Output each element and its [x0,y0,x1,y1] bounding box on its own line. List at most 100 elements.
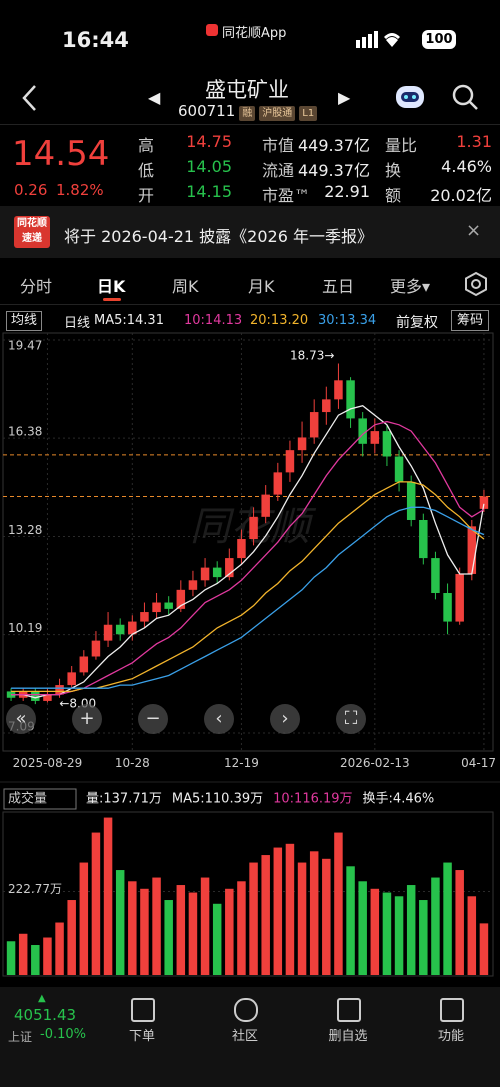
volume-bar [370,888,380,975]
prev-stock[interactable]: ◀ [148,88,161,107]
ma-value: 20:13.20 [250,313,309,328]
candle-body [346,380,355,419]
nav-icon[interactable] [337,998,361,1022]
volume-header: MA5:110.39万 [172,792,263,807]
candle-body [455,573,464,622]
volume-bar [55,922,64,975]
stat-label: 流通 [262,161,295,180]
candle-body [261,494,270,517]
stat-label: 开 [138,186,155,205]
chips-button[interactable]: 筹码 [451,310,490,331]
nav-icon[interactable] [234,998,258,1022]
status-app: 同花顺App [222,26,287,41]
candle-body [67,672,76,686]
candle-body [334,380,343,400]
chart-control[interactable]: « [6,704,36,734]
stat-value: 20.02亿 [430,186,492,205]
status-icons [356,31,400,48]
ma-period[interactable]: 日线 [64,316,91,331]
candle-body [225,558,234,578]
ma-value: 30:13.34 [318,313,377,328]
candle-body [200,567,210,581]
chart-control[interactable]: + [72,704,102,734]
chart-control[interactable]: ⛶ [336,704,366,734]
volume-bar [18,933,28,975]
banner[interactable] [0,206,500,258]
tab[interactable]: 周K [172,277,199,296]
x-tick-label: 04-17 [461,756,496,770]
search-icon[interactable] [450,82,480,112]
chart-control[interactable]: − [138,704,168,734]
volume-frame [2,811,494,977]
ma-toggle[interactable]: 均线 [6,311,43,331]
stat-value: 1.31 [456,132,492,151]
nav-icon[interactable] [131,998,155,1022]
y-tick-label: 16.38 [8,425,42,439]
tab[interactable]: 五日 [322,277,355,296]
x-tick-label: 2025-08-29 [13,756,83,770]
volume-bar [394,896,404,975]
logo-text: 速递 [22,233,42,244]
tab[interactable]: 更多▾ [390,277,431,296]
candle-body [176,589,186,609]
candle-body [406,481,416,520]
tab[interactable]: 日K [97,277,126,296]
ma-value: 10:14.13 [184,313,243,328]
candle-body [212,567,222,578]
status-time: 16:44 [62,28,129,52]
volume-header: 成交量 [8,791,47,807]
candle-body [382,431,392,457]
candle-body [140,612,149,622]
price: 14.54 [12,134,110,174]
tab[interactable]: 分时 [20,277,53,296]
nav-label[interactable]: 社区 [231,1029,258,1044]
volume-header-box [3,788,77,810]
candle-body [91,640,101,657]
tag: 沪股通 [259,106,296,121]
candle-body [358,418,367,444]
nav-label[interactable]: 下单 [128,1029,155,1044]
nav-label[interactable]: 功能 [437,1029,464,1044]
index-pct: -0.10% [40,1027,86,1042]
tag: 融 [239,106,256,121]
divider [0,304,500,305]
nav-icon[interactable] [440,998,464,1022]
chart-control[interactable]: › [270,704,300,734]
tab[interactable]: 月K [248,277,275,296]
stat-value: 14.75 [186,132,232,151]
candle-body [31,691,40,701]
divider [0,124,500,125]
robot-icon[interactable] [392,80,428,114]
volume-header: 10:116.19万 [273,792,352,807]
next-stock[interactable]: ▶ [338,88,351,107]
stat-value: 4.46% [441,157,492,176]
change-pct: 1.82% [56,181,104,199]
nav-label[interactable]: 删自选 [328,1029,368,1044]
y-tick-label: 19.47 [8,339,42,353]
volume-bar [346,866,355,975]
volume-bar [164,900,173,975]
ma-line [11,404,485,699]
candle-body [370,431,380,444]
stock-code: 600711 融沪股通 L1 [178,102,318,121]
adjust-mode[interactable]: 前复权 [396,315,438,331]
candle-body [79,656,89,673]
settings-icon[interactable] [462,270,490,298]
battery: 100 [422,30,456,49]
candle-body [309,412,319,438]
volume-bar [273,847,283,975]
candle-body [322,399,331,413]
back-button[interactable] [18,83,42,113]
volume-bar [140,888,149,975]
banner-close[interactable]: × [466,220,482,241]
candle-body [188,580,198,590]
ma-value: MA5:14.31 [94,313,164,328]
volume-bar [382,892,392,975]
candle-body [115,624,125,635]
volume-bar [249,862,258,975]
volume-bar [103,817,113,975]
chart-control[interactable]: ‹ [204,704,234,734]
x-tick-label: 12-19 [224,756,259,770]
volume-bar [212,903,222,975]
volume-header: 量:137.71万 [86,792,162,807]
